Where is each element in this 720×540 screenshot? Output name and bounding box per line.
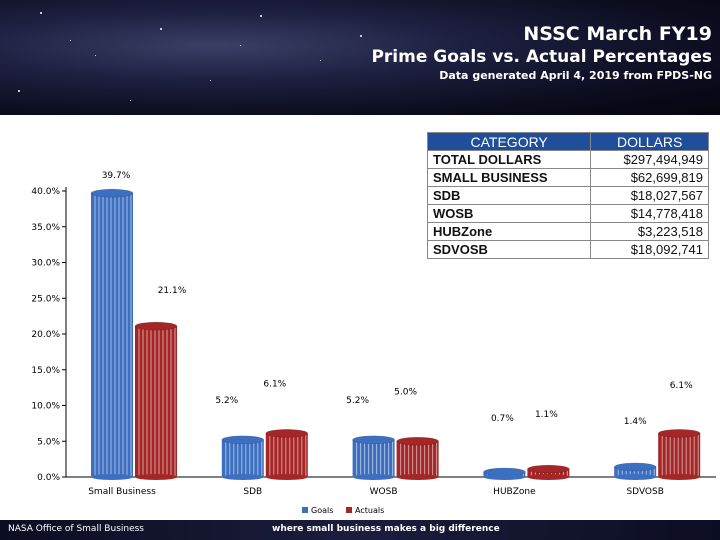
y-tick-label: 40.0% xyxy=(31,187,60,197)
page-subtitle: Prime Goals vs. Actual Percentages xyxy=(371,47,712,67)
data-note: Data generated April 4, 2019 from FPDS-N… xyxy=(439,69,712,82)
dollars-cell: $18,027,567 xyxy=(590,186,709,205)
bar-top xyxy=(396,437,439,446)
bar-top xyxy=(613,462,657,472)
bar-top xyxy=(221,435,265,445)
bar-base xyxy=(396,474,439,480)
data-label: 6.1% xyxy=(263,379,286,389)
header-banner: NSSC March FY19 Prime Goals vs. Actual P… xyxy=(0,0,720,115)
bar-top xyxy=(265,429,309,438)
dollars-cell: $18,092,741 xyxy=(590,240,709,259)
footer-org: NASA Office of Small Business xyxy=(8,524,144,534)
table-row: SDB $18,027,567 xyxy=(426,186,709,205)
page-title: NSSC March FY19 xyxy=(523,23,712,45)
bar-top xyxy=(90,188,134,198)
bar-actuals xyxy=(265,433,308,477)
table-row: SMALL BUSINESS $62,699,819 xyxy=(426,168,709,187)
bar-goals xyxy=(91,193,133,477)
bar-actuals xyxy=(658,433,701,477)
data-label: 5.0% xyxy=(394,387,417,397)
data-label: 39.7% xyxy=(102,171,131,181)
category-cell: TOTAL DOLLARS xyxy=(426,150,592,169)
legend-label-goals: Goals xyxy=(311,506,333,515)
x-tick-label: HUBZone xyxy=(493,487,536,497)
legend-label-actuals: Actuals xyxy=(355,506,384,515)
y-tick-label: 20.0% xyxy=(31,330,60,340)
legend-swatch xyxy=(302,507,308,513)
dollars-cell: $62,699,819 xyxy=(590,168,709,187)
data-label: 0.7% xyxy=(491,414,514,424)
bar-base xyxy=(352,474,395,480)
table-row: WOSB $14,778,418 xyxy=(426,204,709,223)
category-cell: WOSB xyxy=(426,204,592,223)
y-tick-label: 0.0% xyxy=(37,473,60,483)
category-header: CATEGORY xyxy=(426,132,592,151)
bar-base xyxy=(91,474,133,480)
dollars-cell: $3,223,518 xyxy=(590,222,709,241)
y-tick-label: 10.0% xyxy=(31,402,60,412)
x-tick-label: SDB xyxy=(243,487,262,497)
bar-base xyxy=(221,474,264,480)
table-header-row: CATEGORY DOLLARS xyxy=(426,132,709,151)
y-tick-label: 35.0% xyxy=(31,223,60,233)
x-tick-label: Small Business xyxy=(88,487,156,497)
bar-actuals xyxy=(135,326,177,477)
bar-top xyxy=(657,429,701,438)
x-tick-label: WOSB xyxy=(370,487,398,497)
category-cell: SDB xyxy=(426,186,592,205)
x-tick-label: SDVOSB xyxy=(626,487,663,497)
table-row: HUBZone $3,223,518 xyxy=(426,222,709,241)
legend-swatch xyxy=(346,507,352,513)
bar-base xyxy=(483,474,526,480)
table-row: SDVOSB $18,092,741 xyxy=(426,240,709,259)
title-block: NSSC March FY19 Prime Goals vs. Actual P… xyxy=(371,22,712,83)
y-tick-label: 30.0% xyxy=(31,259,60,269)
dollars-table: CATEGORY DOLLARS TOTAL DOLLARS $297,494,9… xyxy=(426,132,709,259)
data-label: 6.1% xyxy=(670,381,693,391)
y-tick-label: 15.0% xyxy=(31,366,60,376)
bar-base xyxy=(265,474,308,480)
data-label: 5.2% xyxy=(215,396,238,406)
bar-top xyxy=(352,435,395,445)
bar-chart: 0.0% 5.0% 10.0% 15.0% 20.0% 25.0% 30.0% 35.0% 40… xyxy=(31,171,716,515)
category-cell: HUBZone xyxy=(426,222,592,241)
bar-actuals xyxy=(396,441,439,477)
bar-goals xyxy=(221,439,264,477)
dollars-cell: $297,494,949 xyxy=(590,150,709,169)
data-label: 5.2% xyxy=(346,396,369,406)
bar-top xyxy=(134,321,178,331)
table-row: TOTAL DOLLARS $297,494,949 xyxy=(426,150,709,169)
footer-tagline: where small business makes a big differe… xyxy=(272,524,500,534)
bar-base xyxy=(614,474,657,480)
dollars-cell: $14,778,418 xyxy=(590,204,709,223)
bar-base xyxy=(658,474,701,480)
category-cell: SMALL BUSINESS xyxy=(426,168,592,187)
footer-bar: NASA Office of Small Business where smal… xyxy=(0,520,720,540)
bar-goals xyxy=(614,466,657,477)
data-label: 1.1% xyxy=(535,410,558,420)
bar-base xyxy=(527,474,570,480)
bar-base xyxy=(135,474,177,480)
dollars-header: DOLLARS xyxy=(590,132,709,151)
data-label: 21.1% xyxy=(158,286,187,296)
data-label: 1.4% xyxy=(624,417,647,427)
bar-goals xyxy=(352,439,395,477)
category-cell: SDVOSB xyxy=(426,240,592,259)
y-tick-label: 25.0% xyxy=(31,294,60,304)
y-tick-label: 5.0% xyxy=(37,437,60,447)
bar-top xyxy=(527,464,570,474)
